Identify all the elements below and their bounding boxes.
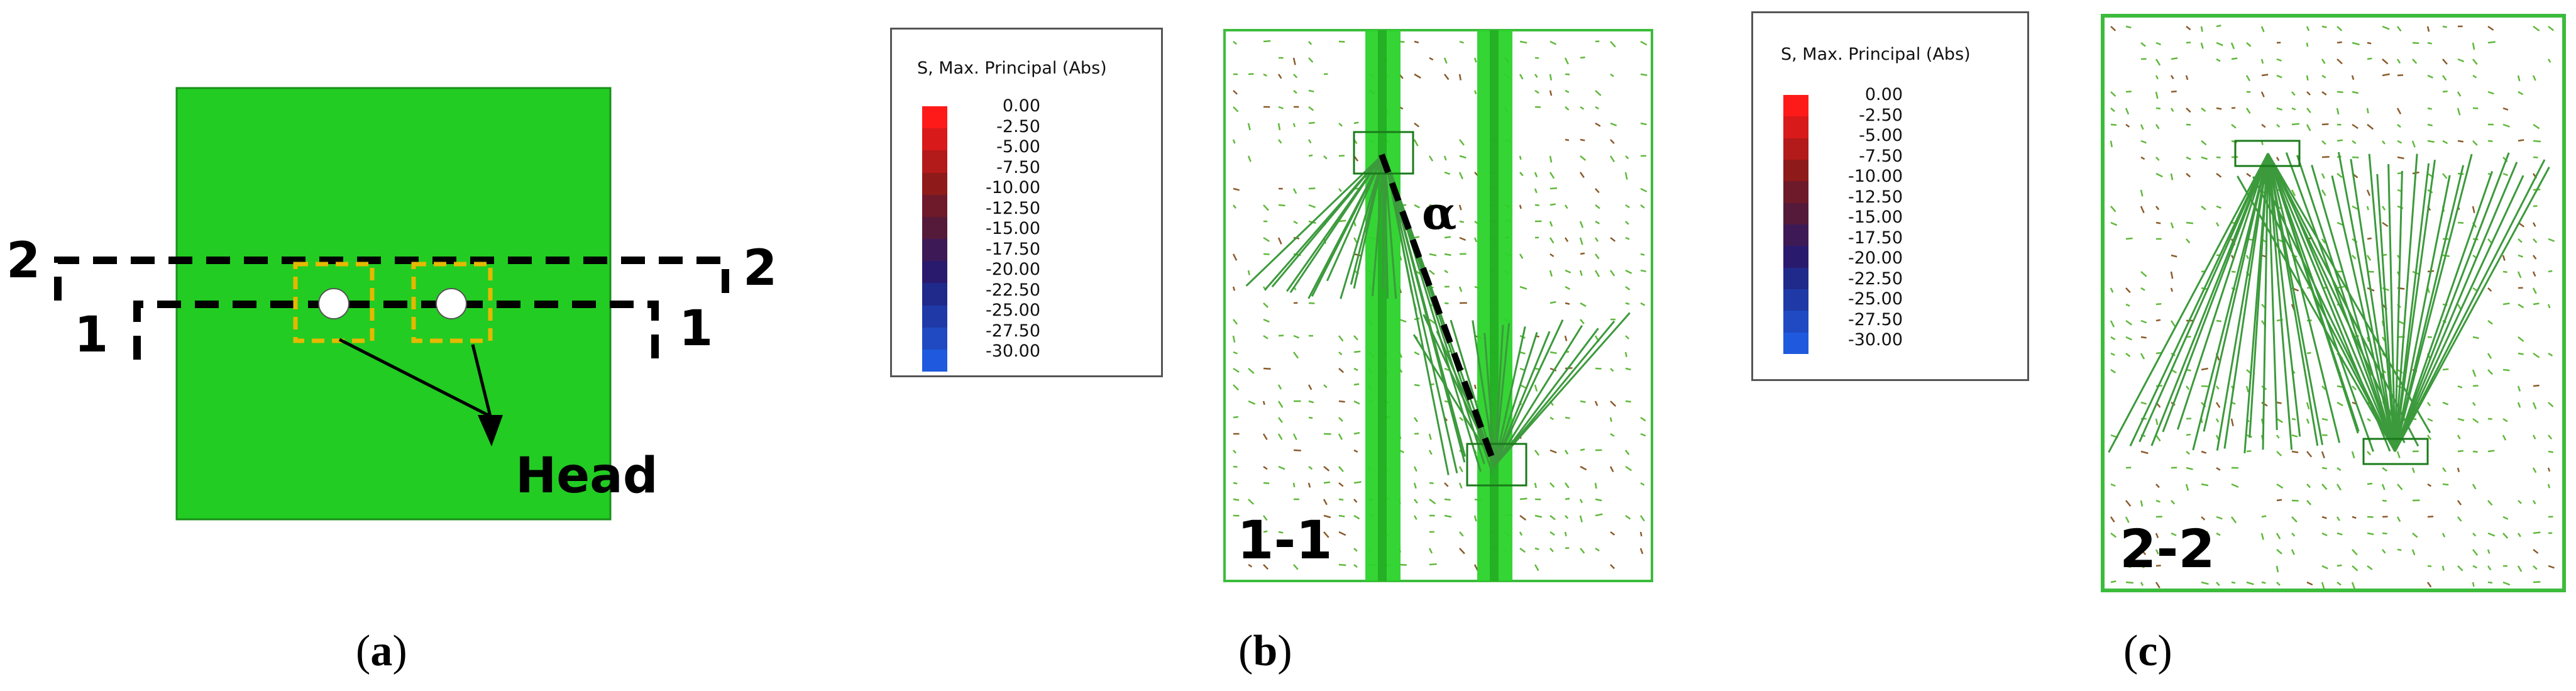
legend-swatch [922,172,947,195]
legend-swatch [1783,246,1808,268]
label-2-left: 2 [6,233,41,289]
section-label-2-2: 2-2 [2120,518,2215,580]
caption-b: (b) [1238,627,1292,675]
section-label-1-1: 1-1 [1237,509,1333,571]
legend-value: -27.50 [985,321,1040,341]
section-1-1-plot [1223,29,1653,582]
legend-b: S, Max. Principal (Abs) 0.00 -2.50 -5.00 -7… [890,28,1163,377]
hole-left [318,288,350,319]
hole-right [436,288,467,319]
legend-value: 0.00 [1864,85,1903,104]
arrow-line-1 [338,338,492,418]
legend-value: -17.50 [1847,228,1903,248]
legend-swatch [922,216,947,240]
legend-value: -10.00 [1847,167,1903,186]
legend-value: -5.00 [996,137,1040,157]
legend-swatch [1783,224,1808,246]
label-1-left: 1 [74,307,109,363]
legend-swatch [1783,181,1808,203]
legend-swatch [922,283,947,306]
legend-swatch [1783,332,1808,354]
legend-swatch [922,327,947,350]
legend-swatch [1783,267,1808,289]
section-line-1 [133,301,659,360]
legend-colorbar [922,106,947,372]
legend-swatch [1783,116,1808,138]
angle-alpha: α [1422,186,1457,240]
legend-value: -7.50 [1859,146,1903,166]
legend-value: -15.00 [985,219,1040,238]
arrowhead [478,415,503,446]
head-box-left [293,262,375,343]
legend-value: -10.00 [985,178,1040,197]
legend-value: -22.50 [1847,268,1903,289]
legend-value: -15.00 [1847,207,1903,227]
legend-value: -27.50 [1847,309,1903,329]
legend-value: -22.50 [985,280,1040,300]
label-1-right: 1 [679,301,713,357]
label-2-right: 2 [743,240,778,297]
legend-swatch [1783,311,1808,333]
section-2-2-plot [2101,14,2566,592]
legend-values: 0.00 -2.50 -5.00 -7.50 -10.00 -12.50 -15.00 -17… [1834,85,1903,351]
legend-value: -2.50 [1859,105,1903,125]
legend-value: -25.00 [985,301,1040,320]
legend-swatch [922,128,947,151]
legend-swatch [922,261,947,284]
legend-value: 0.00 [1002,96,1040,116]
legend-swatch [1783,202,1808,224]
legend-swatch [922,106,947,129]
legend-value: -12.50 [985,198,1040,218]
arrow-line-2 [471,344,492,417]
legend-swatch [1783,95,1808,117]
legend-swatch [922,194,947,217]
legend-value: -30.00 [985,341,1040,361]
strut-angle-line [1379,153,1498,467]
panel-a-diagram [54,87,729,521]
legend-value: -12.50 [1847,187,1903,207]
legend-swatch [1783,159,1808,182]
legend-value: -30.00 [1847,330,1903,350]
compression-struts [2108,152,2550,453]
legend-title: S, Max. Principal (Abs) [1781,45,1971,64]
legend-c: S, Max. Principal (Abs) 0.00 -2.50 -5.00 -7… [1751,11,2029,381]
legend-value: -20.00 [1847,248,1903,268]
legend-value: -20.00 [985,260,1040,279]
head-label: Head [515,448,658,504]
legend-swatch [1783,289,1808,311]
legend-swatch [1783,138,1808,160]
legend-value: -17.50 [985,239,1040,259]
legend-value: -7.50 [996,157,1040,177]
section-line-2 [54,257,729,301]
legend-value: -5.00 [1859,126,1903,145]
legend-swatch [922,239,947,262]
head-box-right [411,262,493,343]
legend-title: S, Max. Principal (Abs) [917,58,1107,78]
caption-c: (c) [2123,627,2172,675]
legend-value: -25.00 [1847,289,1903,309]
legend-value: -2.50 [996,116,1040,136]
legend-swatch [922,349,947,372]
legend-swatch [922,150,947,173]
legend-colorbar [1783,95,1808,354]
legend-swatch [922,305,947,328]
caption-a: (a) [356,627,407,675]
legend-values: 0.00 -2.50 -5.00 -7.50 -10.00 -12.50 -15.00 -17… [971,96,1040,362]
